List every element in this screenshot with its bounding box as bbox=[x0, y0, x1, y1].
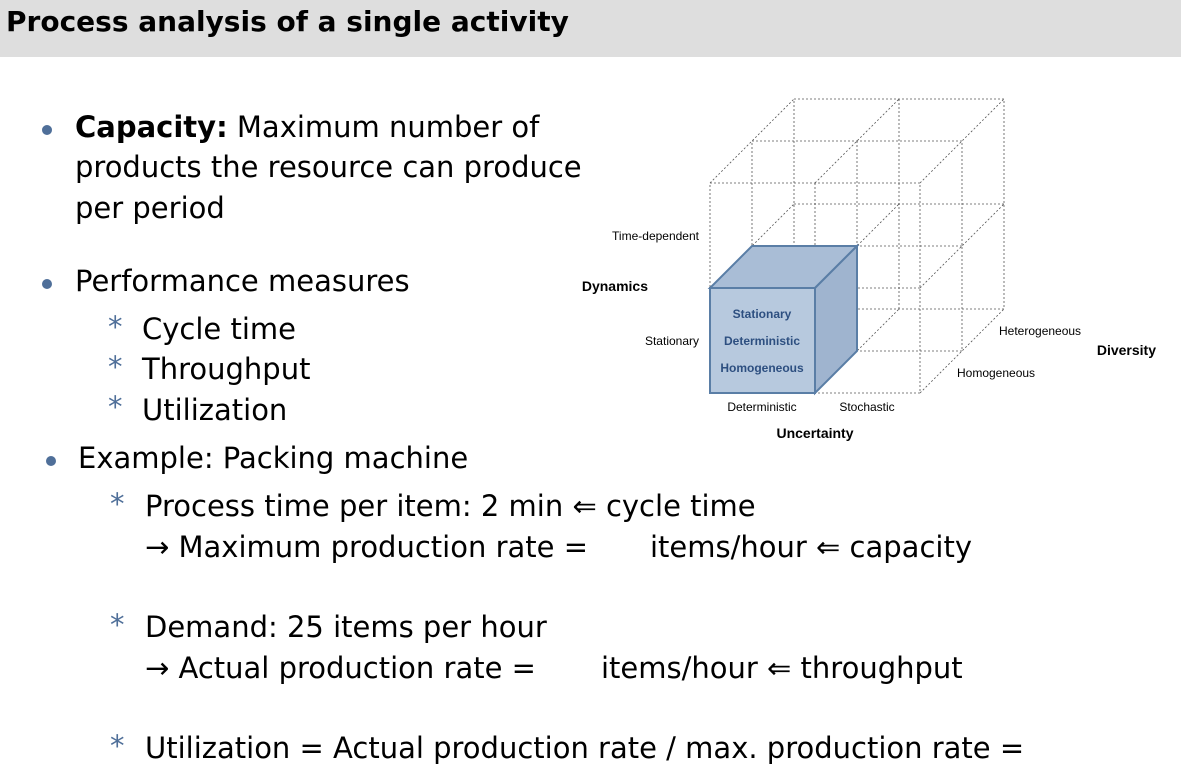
label-deterministic: Deterministic bbox=[727, 400, 796, 414]
capacity-definition-start: Maximum number of bbox=[236, 110, 540, 144]
axis-label-diversity: Diversity bbox=[1097, 342, 1156, 358]
demand-line: Demand: 25 items per hour bbox=[145, 610, 547, 644]
label-time-dependent: Time-dependent bbox=[612, 229, 700, 243]
title-bar: Process analysis of a single activity bbox=[0, 0, 1181, 57]
classification-cube-diagram: Stationary Deterministic Homogeneous Tim… bbox=[582, 98, 1156, 441]
max-rate-unit: items/hour ⇐ capacity bbox=[650, 530, 972, 564]
asterisk-bullet: * bbox=[110, 608, 125, 642]
axis-label-dynamics: Dynamics bbox=[582, 278, 648, 294]
example-heading: Example: Packing machine bbox=[78, 441, 469, 475]
inner-label-deterministic: Deterministic bbox=[724, 334, 800, 348]
bullet-dot bbox=[42, 279, 52, 289]
measure-cycle-time: Cycle time bbox=[142, 312, 296, 346]
capacity-line-2: products the resource can produce bbox=[75, 150, 582, 184]
highlighted-subcube bbox=[707, 243, 860, 396]
actual-rate-label: → Actual production rate = bbox=[145, 651, 536, 685]
asterisk-bullet: * bbox=[108, 390, 123, 424]
capacity-line-3: per period bbox=[75, 191, 225, 225]
asterisk-bullet: * bbox=[110, 729, 125, 763]
actual-rate-unit: items/hour ⇐ throughput bbox=[601, 651, 963, 685]
label-heterogeneous: Heterogeneous bbox=[999, 324, 1081, 338]
measure-throughput: Throughput bbox=[142, 352, 311, 386]
asterisk-bullet: * bbox=[110, 487, 125, 521]
label-stationary: Stationary bbox=[645, 334, 699, 348]
max-rate-label: → Maximum production rate = bbox=[145, 530, 588, 564]
axis-label-uncertainty: Uncertainty bbox=[776, 425, 853, 441]
bullet-dot bbox=[46, 456, 56, 466]
asterisk-bullet: * bbox=[108, 350, 123, 384]
asterisk-bullet: * bbox=[108, 310, 123, 344]
capacity-term: Capacity: bbox=[75, 110, 228, 144]
process-time-line: Process time per item: 2 min ⇐ cycle tim… bbox=[145, 489, 756, 523]
label-homogeneous: Homogeneous bbox=[957, 366, 1035, 380]
measure-utilization: Utilization bbox=[142, 393, 288, 427]
capacity-line-1: Capacity: Maximum number of bbox=[75, 113, 539, 142]
utilization-formula: Utilization = Actual production rate / m… bbox=[145, 731, 1025, 765]
label-stochastic: Stochastic bbox=[839, 400, 894, 414]
bullet-dot bbox=[42, 125, 52, 135]
performance-heading: Performance measures bbox=[75, 264, 410, 298]
inner-label-stationary: Stationary bbox=[733, 307, 792, 321]
slide-title: Process analysis of a single activity bbox=[6, 5, 569, 38]
inner-label-homogeneous: Homogeneous bbox=[720, 361, 804, 375]
